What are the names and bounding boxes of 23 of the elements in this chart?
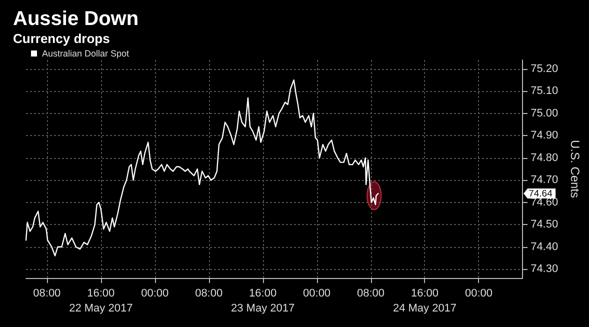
y-tick-label: 74.40 bbox=[530, 240, 558, 253]
x-tick-label: 08:00 bbox=[357, 288, 385, 300]
y-tick-label: 74.80 bbox=[530, 152, 558, 164]
x-tick-label: 00:00 bbox=[303, 288, 331, 300]
y-tick-label: 75.00 bbox=[530, 107, 558, 120]
y-tick-label: 75.10 bbox=[530, 85, 558, 98]
x-tick-label: 08:00 bbox=[33, 288, 61, 300]
y-tick-label: 74.90 bbox=[530, 130, 558, 142]
y-tick-label: 74.30 bbox=[530, 263, 558, 276]
x-tick-label: 00:00 bbox=[464, 288, 492, 300]
text: 74.64 bbox=[528, 188, 552, 200]
x-tick-label: 16:00 23 May 2017 bbox=[231, 288, 295, 314]
y-tick-label: 75.20 bbox=[530, 62, 558, 75]
x-tick-label: 16:00 22 May 2017 bbox=[69, 288, 133, 314]
chart-title: Aussie Down bbox=[13, 8, 139, 30]
x-tick-label: 00:00 bbox=[141, 288, 169, 300]
chart-subtitle: Currency drops bbox=[13, 31, 110, 46]
legend-label: Australian Dollar Spot bbox=[42, 48, 130, 58]
y-tick-label: 74.70 bbox=[530, 174, 558, 186]
x-tick-label: 08:00 bbox=[195, 288, 223, 300]
y-axis-title: U.S. Cents bbox=[568, 140, 582, 198]
x-tick-label: 16:00 24 May 2017 bbox=[392, 288, 457, 314]
y-tick-label: 74.50 bbox=[530, 218, 558, 231]
